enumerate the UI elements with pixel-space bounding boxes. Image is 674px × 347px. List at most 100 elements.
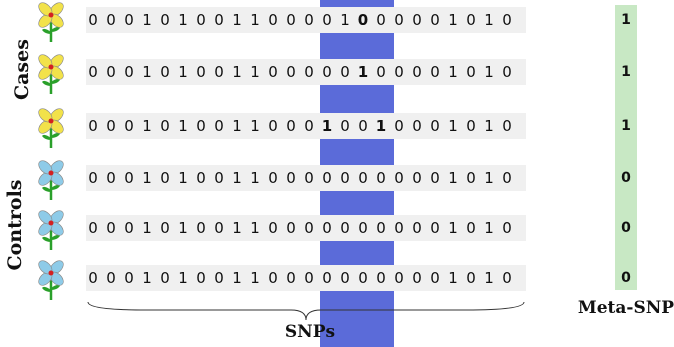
snp-bit: 0 <box>268 11 278 29</box>
snp-bit: 0 <box>106 169 116 187</box>
snp-bit: 0 <box>430 63 440 81</box>
snp-bit: 0 <box>304 63 314 81</box>
snp-bit: 0 <box>502 219 512 237</box>
snp-bit: 0 <box>376 63 386 81</box>
snps-brace <box>87 301 525 321</box>
snp-bit: 1 <box>142 169 152 187</box>
snp-bit: 0 <box>196 169 206 187</box>
snp-bit: 0 <box>106 63 116 81</box>
snp-bit: 0 <box>466 11 476 29</box>
snp-bit: 1 <box>484 11 494 29</box>
snp-bit: 0 <box>430 219 440 237</box>
snp-bit: 0 <box>322 269 332 287</box>
snp-bit: 0 <box>88 169 98 187</box>
snp-bit: 0 <box>412 11 422 29</box>
snps-label: SNPs <box>284 322 336 342</box>
snp-bit: 0 <box>358 219 368 237</box>
snp-bit: 1 <box>340 11 350 29</box>
snp-bit: 0 <box>124 219 134 237</box>
snp-bit: 0 <box>106 219 116 237</box>
snp-bit: 0 <box>376 11 386 29</box>
snp-row <box>86 265 526 291</box>
snp-bit: 0 <box>214 117 224 135</box>
snp-bit: 0 <box>88 219 98 237</box>
snp-bit: 0 <box>376 169 386 187</box>
snp-bit: 0 <box>340 269 350 287</box>
snp-bit: 1 <box>142 11 152 29</box>
snp-bit: 0 <box>286 269 296 287</box>
snp-bit: 1 <box>448 63 458 81</box>
snp-bit: 1 <box>448 219 458 237</box>
snp-bit: 0 <box>268 117 278 135</box>
snp-bit: 1 <box>232 169 242 187</box>
snp-row <box>86 7 526 33</box>
snp-bit: 0 <box>376 269 386 287</box>
snp-bit: 0 <box>106 269 116 287</box>
snp-bit: 0 <box>214 219 224 237</box>
snp-bit: 0 <box>214 63 224 81</box>
flower-icon <box>38 160 64 200</box>
snp-bit: 1 <box>232 11 242 29</box>
snp-bit: 0 <box>214 269 224 287</box>
snp-bit: 0 <box>358 169 368 187</box>
snp-bit: 0 <box>196 11 206 29</box>
snp-bit: 1 <box>448 11 458 29</box>
snp-bit: 0 <box>394 169 404 187</box>
snp-bit: 1 <box>448 269 458 287</box>
snp-bit: 0 <box>322 63 332 81</box>
snp-bit: 1 <box>142 63 152 81</box>
snp-bit: 0 <box>286 219 296 237</box>
snp-bit: 1 <box>232 63 242 81</box>
snp-bit: 0 <box>340 117 350 135</box>
snp-bit: 0 <box>268 169 278 187</box>
snp-bit: 0 <box>430 269 440 287</box>
snp-bit: 0 <box>358 117 368 135</box>
snp-bit: 1 <box>250 117 260 135</box>
snp-bit: 0 <box>430 11 440 29</box>
snp-bit: 1 <box>484 63 494 81</box>
snp-bit: 0 <box>88 11 98 29</box>
snp-bit: 0 <box>160 219 170 237</box>
snp-bit: 0 <box>88 63 98 81</box>
snp-bit: 0 <box>466 169 476 187</box>
snp-bit: 0 <box>286 117 296 135</box>
snp-bit: 1 <box>142 269 152 287</box>
snp-bit: 0 <box>466 219 476 237</box>
snp-bit: 0 <box>394 219 404 237</box>
meta-snp-value: 1 <box>621 118 631 134</box>
meta-snp-value: 0 <box>621 170 631 186</box>
snp-bit: 0 <box>322 219 332 237</box>
snp-bit: 1 <box>178 219 188 237</box>
flower-icon <box>38 210 64 250</box>
snp-bit: 0 <box>160 11 170 29</box>
snp-bit: 0 <box>286 169 296 187</box>
snp-bit: 0 <box>466 117 476 135</box>
snp-bit: 0 <box>502 63 512 81</box>
snp-bit: 0 <box>160 169 170 187</box>
snp-bit: 1 <box>178 269 188 287</box>
snp-bit: 1 <box>250 269 260 287</box>
snp-bit: 0 <box>430 169 440 187</box>
snp-bit: 0 <box>196 117 206 135</box>
snp-row <box>86 215 526 241</box>
snp-bit: 1 <box>484 117 494 135</box>
snp-bit: 0 <box>394 11 404 29</box>
snp-bit: 0 <box>196 63 206 81</box>
cases-label: Cases <box>11 39 33 100</box>
snp-bit: 1 <box>250 63 260 81</box>
snp-bit: 1 <box>448 117 458 135</box>
meta-snp-value: 0 <box>621 270 631 286</box>
snp-bit: 0 <box>214 169 224 187</box>
snp-bit: 1 <box>375 117 387 135</box>
snp-bit: 0 <box>394 269 404 287</box>
snp-bit: 0 <box>160 269 170 287</box>
snp-bit: 0 <box>124 269 134 287</box>
snp-bit: 0 <box>430 117 440 135</box>
snp-bit: 0 <box>160 63 170 81</box>
snp-bit: 0 <box>124 11 134 29</box>
snp-bit: 0 <box>358 269 368 287</box>
snp-bit: 0 <box>268 63 278 81</box>
snp-bit: 1 <box>232 269 242 287</box>
snp-bit: 0 <box>394 117 404 135</box>
snp-bit: 0 <box>268 219 278 237</box>
